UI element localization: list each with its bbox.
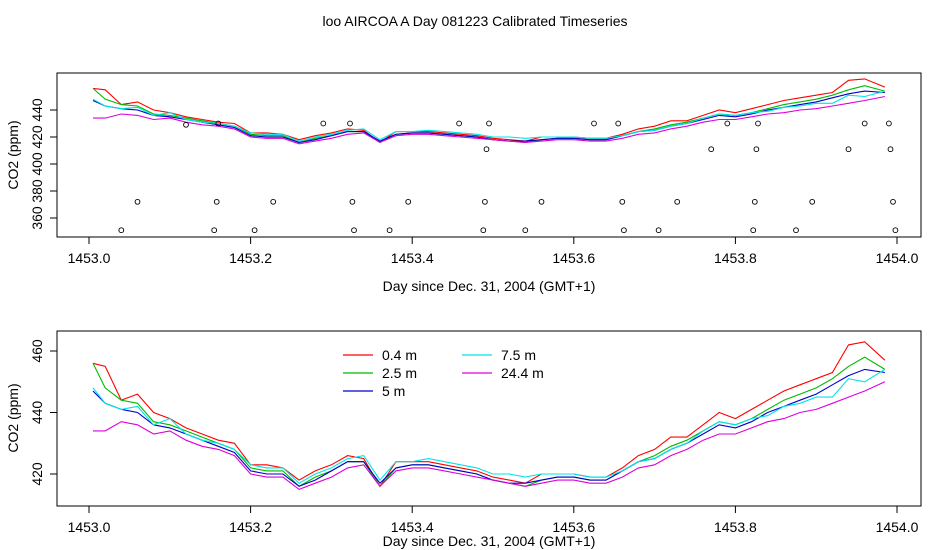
x-tick-label: 1453.8 bbox=[714, 250, 757, 266]
x-tick-label: 1454.0 bbox=[876, 250, 919, 266]
bottom-x-axis-label: Day since Dec. 31, 2004 (GMT+1) bbox=[383, 533, 596, 549]
calibration-point bbox=[270, 198, 277, 205]
top-y-axis-label: CO2 (ppm) bbox=[5, 120, 21, 189]
top-series-line-0-4-m bbox=[92, 78, 886, 144]
y-tick-label: 380 bbox=[29, 179, 45, 203]
y-tick-label: 420 bbox=[29, 125, 45, 149]
bottom-y-axis-label: CO2 (ppm) bbox=[5, 383, 21, 452]
y-tick-label: 440 bbox=[29, 98, 45, 122]
calibration-point bbox=[793, 227, 799, 234]
y-tick-label: 420 bbox=[29, 462, 45, 486]
y-tick-label: 440 bbox=[29, 401, 45, 425]
calibration-point bbox=[809, 198, 816, 205]
calibration-point bbox=[251, 227, 258, 234]
x-tick-label: 1453.4 bbox=[391, 250, 434, 266]
calibration-point bbox=[215, 120, 222, 127]
calibration-point bbox=[405, 198, 412, 205]
calibration-point bbox=[386, 227, 393, 234]
calibration-point bbox=[708, 146, 715, 153]
x-tick-label: 1453.4 bbox=[391, 519, 434, 535]
calibration-point bbox=[456, 120, 462, 127]
calibration-point bbox=[890, 198, 896, 205]
calibration-point bbox=[591, 120, 597, 127]
top-panel: 1453.0 1453.2 1453.4 1453.6 1453.8 1454.0 360 3… bbox=[5, 72, 922, 294]
x-tick-label: 1453.2 bbox=[229, 250, 272, 266]
calibration-point bbox=[347, 120, 353, 127]
bottom-axis-ticks: 1453.0 1453.2 1453.4 1453.6 1453.8 1454.0 420 4… bbox=[29, 339, 919, 535]
legend-label: 2.5 m bbox=[382, 365, 417, 381]
top-series-line-7-5-m bbox=[92, 90, 886, 142]
calibration-point bbox=[886, 120, 892, 127]
bottom-panel: 1453.0 1453.2 1453.4 1453.6 1453.8 1454.0 420 4… bbox=[5, 330, 922, 549]
calibration-point bbox=[753, 146, 760, 153]
calibration-point bbox=[538, 198, 545, 205]
top-series bbox=[92, 78, 886, 145]
calibration-point bbox=[861, 120, 868, 127]
series-line-5-m bbox=[92, 368, 885, 487]
y-tick-label: 360 bbox=[29, 206, 45, 230]
top-plot-frame bbox=[56, 72, 922, 238]
calibration-point bbox=[845, 146, 852, 153]
y-tick-label: 400 bbox=[29, 152, 45, 176]
series-line-7-5-m bbox=[92, 368, 886, 484]
calibration-point bbox=[211, 227, 218, 234]
x-tick-label: 1453.0 bbox=[68, 519, 111, 535]
calibration-point bbox=[750, 227, 757, 234]
calibration-point bbox=[522, 227, 529, 234]
calibration-point bbox=[483, 146, 490, 153]
calibration-point bbox=[349, 198, 356, 205]
x-tick-label: 1453.6 bbox=[552, 519, 595, 535]
top-axis-ticks: 1453.0 1453.2 1453.4 1453.6 1453.8 1454.0 360 3… bbox=[29, 98, 919, 266]
x-tick-label: 1453.0 bbox=[68, 250, 111, 266]
calibration-point bbox=[619, 198, 626, 205]
top-calibration-points bbox=[118, 120, 899, 234]
top-x-axis-label: Day since Dec. 31, 2004 (GMT+1) bbox=[383, 278, 596, 294]
series-line-2-5-m bbox=[92, 356, 886, 488]
legend-label: 0.4 m bbox=[382, 347, 417, 363]
calibration-point bbox=[118, 227, 125, 234]
figure-title: loo AIRCOA A Day 081223 Calibrated Times… bbox=[322, 13, 627, 29]
calibration-point bbox=[482, 198, 488, 205]
top-series-line-5-m bbox=[92, 90, 885, 143]
x-tick-label: 1453.2 bbox=[229, 519, 272, 535]
x-tick-label: 1454.0 bbox=[876, 519, 919, 535]
calibration-point bbox=[887, 146, 894, 153]
bottom-series bbox=[92, 341, 886, 491]
calibration-point bbox=[320, 120, 327, 127]
calibration-point bbox=[134, 198, 141, 205]
x-tick-label: 1453.6 bbox=[552, 250, 595, 266]
calibration-point bbox=[486, 120, 492, 127]
calibration-point bbox=[892, 227, 899, 234]
x-tick-label: 1453.8 bbox=[714, 519, 757, 535]
calibration-point bbox=[621, 227, 627, 234]
calibration-point bbox=[183, 121, 189, 128]
legend-label: 24.4 m bbox=[501, 365, 544, 381]
top-series-line-24-4-m bbox=[93, 95, 886, 145]
bottom-plot-frame bbox=[56, 330, 922, 507]
calibration-point bbox=[213, 198, 220, 205]
calibration-point bbox=[674, 198, 681, 205]
series-line-24-4-m bbox=[93, 381, 886, 491]
calibration-point bbox=[351, 227, 357, 234]
legend: 0.4 m 2.5 m 5 m 7.5 m 24.4 m bbox=[343, 347, 544, 399]
calibration-point bbox=[751, 198, 758, 205]
calibration-point bbox=[724, 120, 731, 127]
y-tick-label: 460 bbox=[29, 339, 45, 363]
calibration-point bbox=[480, 227, 487, 234]
legend-label: 7.5 m bbox=[501, 347, 536, 363]
calibration-point bbox=[655, 227, 662, 234]
calibration-point bbox=[615, 120, 622, 127]
calibration-point bbox=[755, 120, 761, 127]
legend-label: 5 m bbox=[382, 383, 405, 399]
series-line-0-4-m bbox=[92, 341, 886, 488]
